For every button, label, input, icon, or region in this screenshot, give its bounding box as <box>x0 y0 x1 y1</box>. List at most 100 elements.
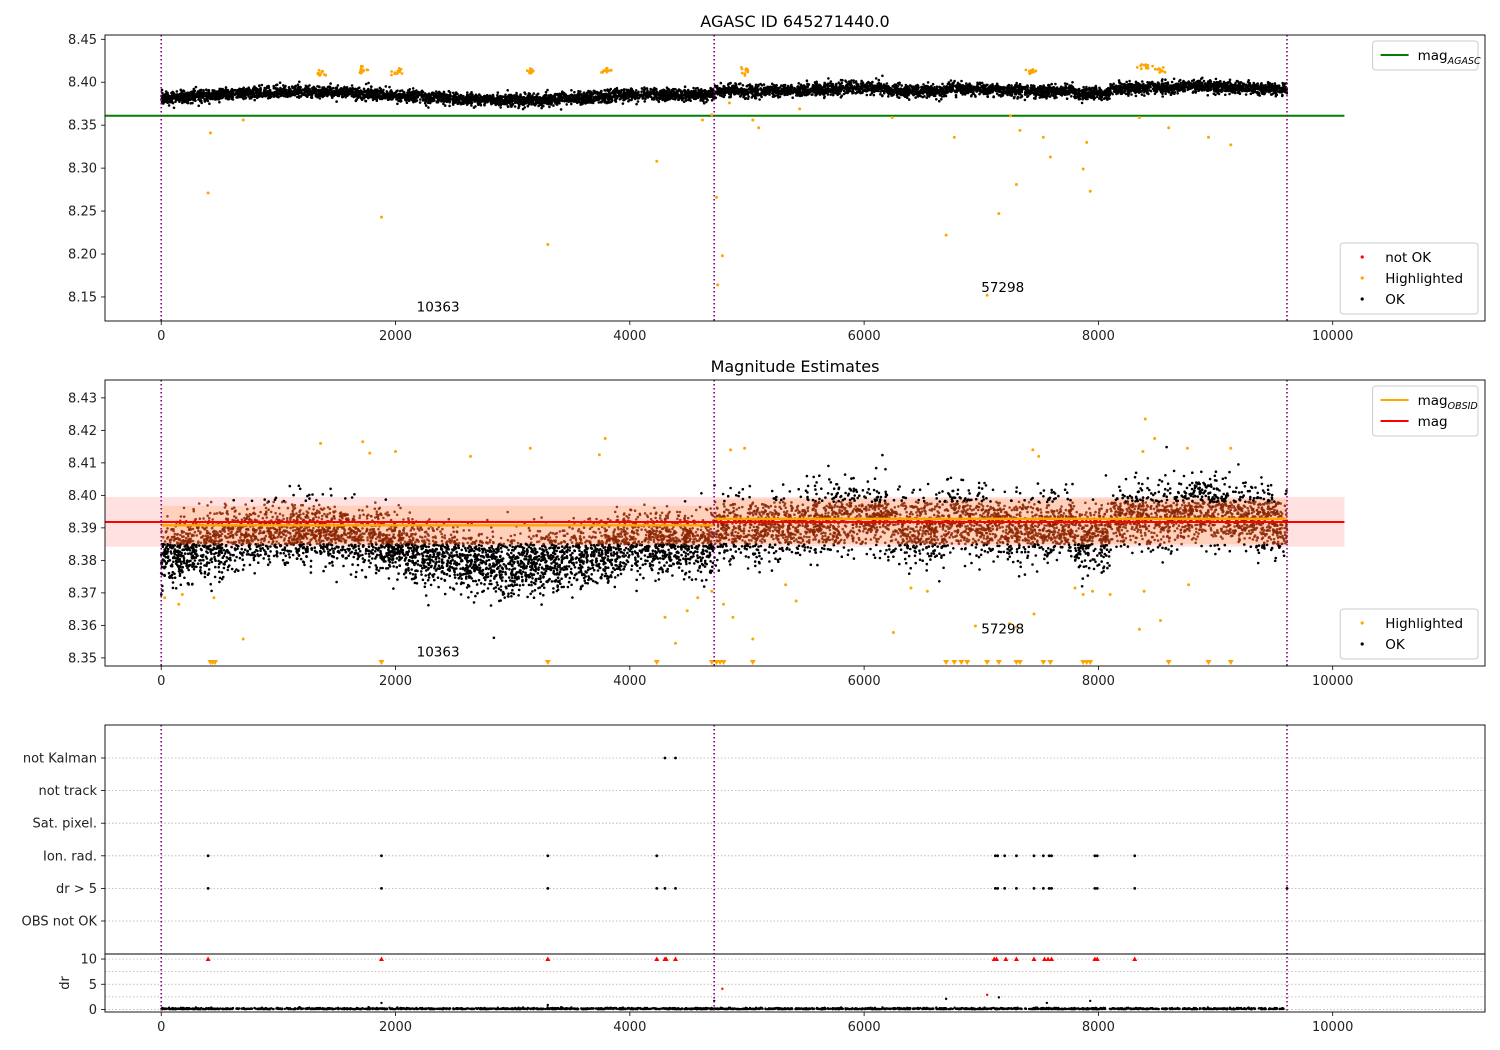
ok-point <box>1071 81 1074 84</box>
ok-point <box>206 99 210 103</box>
ok-point <box>202 89 205 92</box>
ok-point <box>504 93 507 97</box>
ok-point <box>200 101 203 105</box>
ok-point <box>442 90 446 94</box>
ok-point <box>1117 79 1121 82</box>
ok-point <box>615 86 619 90</box>
ok-point <box>1228 80 1231 84</box>
ok-point <box>1172 77 1176 81</box>
ok-point <box>251 90 255 93</box>
ok-point <box>496 93 499 97</box>
ok-point <box>683 85 687 88</box>
ok-point <box>329 82 332 85</box>
ok-point <box>1147 86 1151 90</box>
ok-point <box>1269 93 1273 96</box>
ok-point <box>364 82 368 86</box>
ok-point <box>1082 85 1085 89</box>
ok-point <box>424 104 428 107</box>
ok-point <box>336 89 340 93</box>
ok-point <box>872 93 876 97</box>
ok-point <box>515 91 518 95</box>
ok-point <box>1050 82 1053 86</box>
ok-point <box>253 95 257 98</box>
ok-point <box>610 98 614 101</box>
ok-point <box>760 95 763 99</box>
ok-point <box>1198 88 1201 92</box>
ok-point <box>317 85 321 88</box>
ok-point <box>1024 85 1027 89</box>
ok-point <box>1080 101 1084 105</box>
ok-point <box>916 87 920 91</box>
ok-point <box>527 92 531 95</box>
ok-point <box>1256 82 1259 85</box>
panel-1-plot-area <box>105 63 1345 297</box>
ok-point <box>506 89 510 92</box>
ok-point <box>447 89 451 93</box>
ok-point <box>499 106 503 109</box>
ok-point <box>885 82 889 85</box>
ok-point <box>1224 93 1227 97</box>
ok-point <box>411 87 415 90</box>
ok-point <box>827 77 830 80</box>
ok-point <box>218 97 222 100</box>
ok-point <box>208 102 211 105</box>
ok-point <box>160 88 164 92</box>
ok-point <box>852 79 855 82</box>
ok-point <box>973 94 977 97</box>
ok-point <box>192 87 196 91</box>
ok-point <box>353 95 357 98</box>
ok-point <box>1153 92 1157 96</box>
ok-point <box>507 105 510 108</box>
ok-point <box>793 86 796 90</box>
ok-point <box>191 101 194 105</box>
ok-point <box>470 104 473 107</box>
ok-point <box>335 100 338 103</box>
ok-point <box>1050 94 1053 97</box>
ok-point <box>1128 79 1131 83</box>
ok-point <box>768 93 771 96</box>
ok-point <box>548 105 551 109</box>
ok-point <box>244 96 248 99</box>
ok-point <box>914 96 917 99</box>
ok-point <box>1244 93 1248 96</box>
ok-point <box>710 99 714 102</box>
ok-point <box>844 79 847 82</box>
ok-point <box>470 91 473 94</box>
ok-point <box>389 89 393 92</box>
ok-point <box>630 98 633 102</box>
ok-point <box>172 106 176 110</box>
ok-point <box>382 88 385 92</box>
ok-point <box>941 82 944 86</box>
ok-point <box>1140 93 1144 96</box>
ok-point <box>762 83 766 86</box>
ok-point <box>168 101 172 104</box>
ok-point <box>949 79 953 82</box>
ok-point <box>657 100 661 104</box>
ok-point <box>552 104 555 107</box>
ok-point <box>582 91 586 94</box>
ok-point <box>635 102 638 106</box>
ok-point <box>960 79 963 83</box>
ok-point <box>369 85 373 88</box>
ok-point <box>1148 89 1151 92</box>
ok-point <box>814 93 817 97</box>
ok-point <box>224 86 228 89</box>
ok-point <box>1196 79 1199 83</box>
ok-point <box>197 104 200 108</box>
ok-point <box>570 102 573 106</box>
ok-point <box>364 99 367 103</box>
ok-point <box>233 93 237 96</box>
ok-point <box>412 100 415 104</box>
ok-point <box>474 105 477 108</box>
ok-point <box>1160 79 1164 83</box>
ok-point <box>352 87 356 91</box>
ok-point <box>1124 92 1128 96</box>
ok-point <box>434 90 438 93</box>
ok-point <box>806 82 809 86</box>
ok-point <box>1130 93 1133 96</box>
ok-point <box>1143 94 1146 97</box>
ok-point <box>986 95 989 98</box>
ok-point <box>1249 92 1253 96</box>
